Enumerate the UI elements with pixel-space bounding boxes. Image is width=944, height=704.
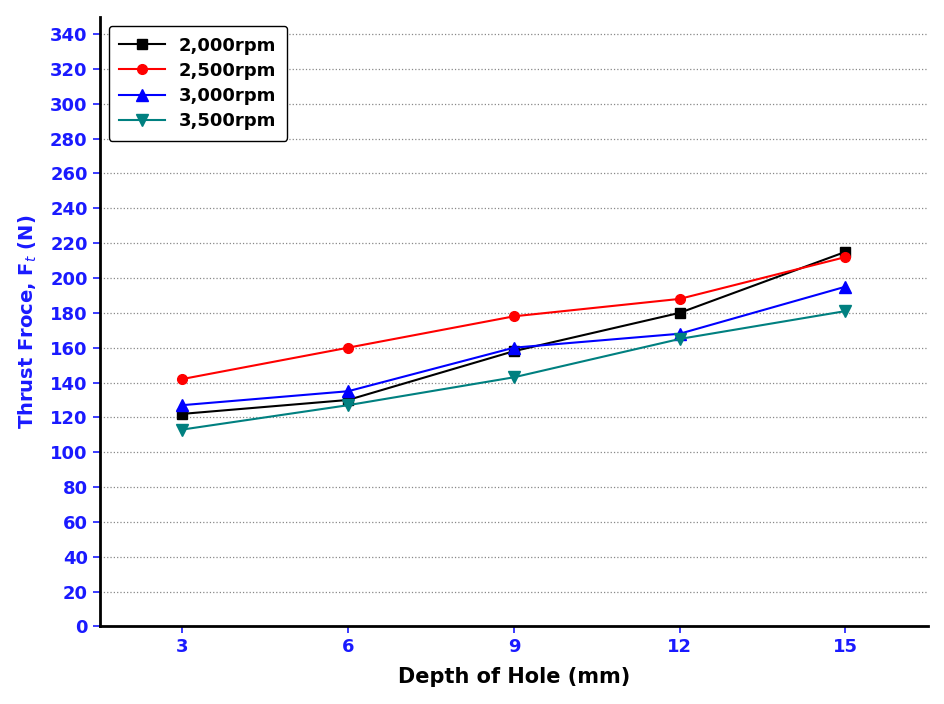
2,000rpm — [342, 396, 353, 404]
2,500rpm — [177, 375, 188, 383]
3,000rpm — [508, 344, 519, 352]
3,500rpm — [177, 425, 188, 434]
Line: 3,000rpm: 3,000rpm — [177, 281, 851, 410]
3,500rpm — [342, 401, 353, 410]
X-axis label: Depth of Hole (mm): Depth of Hole (mm) — [397, 667, 630, 687]
2,500rpm — [673, 295, 684, 303]
2,000rpm — [177, 410, 188, 418]
2,000rpm — [839, 248, 851, 256]
Line: 3,500rpm: 3,500rpm — [177, 306, 851, 435]
3,500rpm — [673, 334, 684, 343]
Line: 2,500rpm: 2,500rpm — [177, 252, 850, 384]
3,000rpm — [177, 401, 188, 410]
3,500rpm — [839, 307, 851, 315]
Line: 2,000rpm: 2,000rpm — [177, 247, 850, 419]
2,000rpm — [508, 347, 519, 356]
2,500rpm — [839, 253, 851, 261]
Y-axis label: Thrust Froce, F$_t$ (N): Thrust Froce, F$_t$ (N) — [17, 214, 39, 429]
2,500rpm — [342, 344, 353, 352]
Legend: 2,000rpm, 2,500rpm, 3,000rpm, 3,500rpm: 2,000rpm, 2,500rpm, 3,000rpm, 3,500rpm — [109, 25, 287, 141]
2,500rpm — [508, 312, 519, 320]
3,500rpm — [508, 373, 519, 382]
3,000rpm — [839, 282, 851, 291]
2,000rpm — [673, 308, 684, 317]
3,000rpm — [673, 329, 684, 338]
3,000rpm — [342, 387, 353, 396]
